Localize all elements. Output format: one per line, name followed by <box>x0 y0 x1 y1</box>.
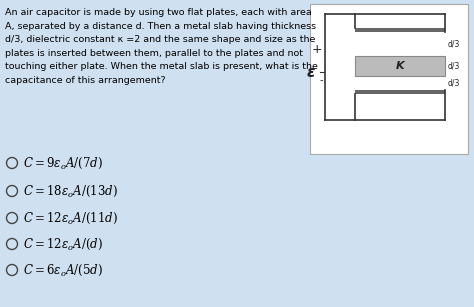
Text: d/3, dielectric constant κ =2 and the same shape and size as the: d/3, dielectric constant κ =2 and the sa… <box>5 35 315 44</box>
Text: ε: ε <box>307 64 315 80</box>
Text: $C = 18\varepsilon_o A/(13d)$: $C = 18\varepsilon_o A/(13d)$ <box>23 183 118 199</box>
Text: d/3: d/3 <box>448 61 460 71</box>
Bar <box>310 4 468 154</box>
Bar <box>355 56 445 76</box>
Text: -: - <box>319 75 323 85</box>
Text: $C = 6\varepsilon_o A/(5d)$: $C = 6\varepsilon_o A/(5d)$ <box>23 262 103 278</box>
Text: $C = 9\varepsilon_o A/(7d)$: $C = 9\varepsilon_o A/(7d)$ <box>23 155 103 171</box>
Bar <box>355 90 445 94</box>
Text: d/3: d/3 <box>448 79 460 87</box>
Text: d/3: d/3 <box>448 40 460 49</box>
Text: capacitance of this arrangement?: capacitance of this arrangement? <box>5 76 165 84</box>
Text: $C = 12\varepsilon_o A/(d)$: $C = 12\varepsilon_o A/(d)$ <box>23 236 103 252</box>
Text: $C = 12\varepsilon_o A/(11d)$: $C = 12\varepsilon_o A/(11d)$ <box>23 210 118 226</box>
Text: A, separated by a distance d. Then a metal slab having thickness: A, separated by a distance d. Then a met… <box>5 21 316 30</box>
Text: +: + <box>312 42 322 56</box>
Bar <box>355 28 445 32</box>
Text: K: K <box>396 61 404 71</box>
Text: An air capacitor is made by using two flat plates, each with area: An air capacitor is made by using two fl… <box>5 8 312 17</box>
Text: plates is inserted between them, parallel to the plates and not: plates is inserted between them, paralle… <box>5 49 303 57</box>
Text: touching either plate. When the metal slab is present, what is the: touching either plate. When the metal sl… <box>5 62 318 71</box>
